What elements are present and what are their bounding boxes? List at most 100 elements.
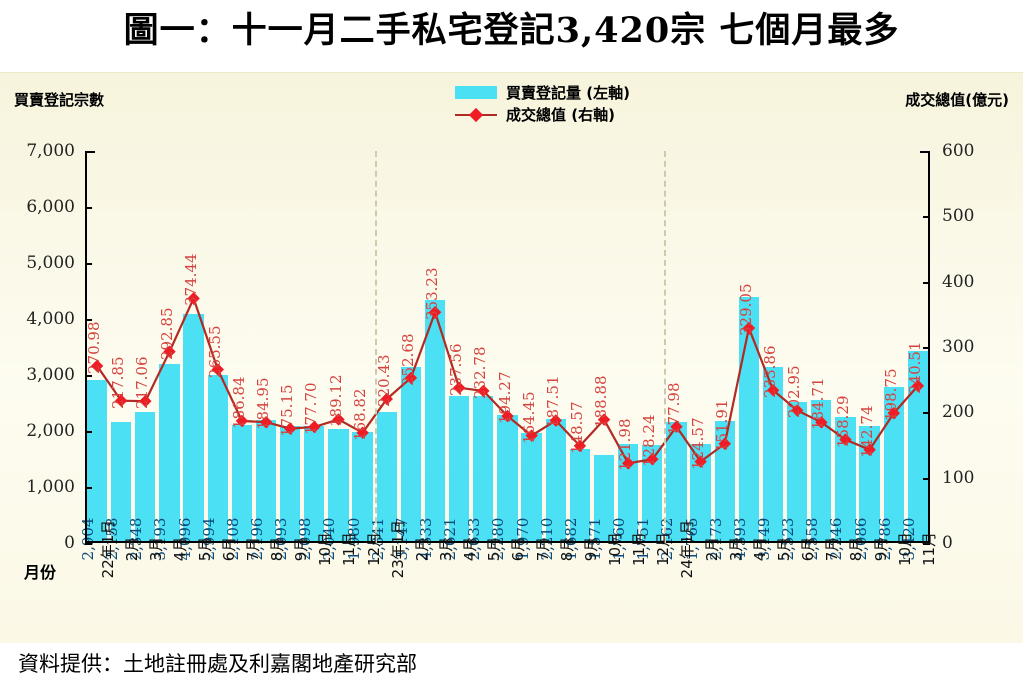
y-axis-tick (85, 543, 92, 545)
y2-axis-tick-label: 600 (942, 141, 975, 161)
bar-column: 1,760 (610, 151, 640, 560)
bar-column: 2,158 (103, 151, 133, 560)
line-marker (911, 379, 925, 393)
x-axis-label-cell: 12月 (351, 532, 383, 633)
bar-column: 3,420 (900, 151, 930, 560)
bar-column: 2,086 (852, 151, 882, 560)
y-axis-tick (85, 207, 92, 209)
bar-column: 2,994 (200, 151, 230, 560)
bar (907, 351, 929, 543)
x-axis-label-cell: 23年1月 (375, 520, 407, 633)
x-axis-label-cell: 12月 (640, 532, 672, 633)
bar-column: 2,621 (441, 151, 471, 560)
x-axis-label-cell: 2月 (109, 537, 141, 633)
legend-bar-swatch-icon (455, 85, 497, 99)
y-axis-tick (85, 263, 92, 265)
line-marker (211, 363, 224, 376)
y2-axis-tick (923, 347, 930, 349)
legend-item-bar: 買賣登記量 (左軸) (455, 81, 630, 103)
source-note: 資料提供：土地註冊處及利嘉閣地產研究部 (18, 652, 417, 676)
bar-column: 2,162 (658, 151, 688, 560)
plot-frame (85, 151, 930, 543)
x-axis-label-cell: 5月 (182, 537, 214, 633)
x-axis-label-cell: 8月 (833, 537, 865, 633)
x-axis-label: 11月 (919, 531, 938, 567)
x-axis-label-cell: 8月 (254, 537, 286, 633)
bar (835, 417, 856, 543)
x-axis-labels: 22年1月 2月 3月 4月 5月 6月 7月 8月 9月 10月 11月 12月 23年1月 2月 3月 4… (85, 520, 938, 633)
y2-axis-tick (923, 543, 930, 545)
line-marker (839, 433, 852, 446)
y2-axis-tick (923, 151, 930, 153)
x-axis-label-cell: 10月 (882, 532, 914, 633)
line-marker (139, 394, 152, 408)
y-axis-tick (85, 487, 92, 489)
year-separator (664, 151, 667, 543)
line-marker (597, 413, 611, 426)
bar-column: 2,523 (779, 151, 809, 560)
y2-axis-tick (923, 412, 930, 415)
bar (449, 396, 470, 543)
bar-column: 2,280 (489, 151, 519, 560)
bar (545, 419, 566, 543)
bar-column: 3,149 (755, 151, 785, 560)
x-axis-label-cell: 2月 (689, 537, 721, 633)
x-axis-label-cell: 9月 (858, 537, 890, 633)
bar-column: 2,558 (803, 151, 833, 560)
bar (207, 375, 228, 543)
x-axis-label-cell: 9月 (568, 537, 600, 633)
legend: 買賣登記量 (左軸) 成交總值 (右軸) (455, 81, 630, 125)
bar (811, 399, 832, 543)
y-axis-tick-label: 3,000 (26, 365, 75, 385)
bar (521, 432, 542, 543)
bar (497, 415, 518, 543)
bar-column: 2,341 (369, 151, 399, 560)
bar-column: 2,093 (272, 151, 302, 560)
x-axis-title: 月份 (24, 563, 57, 582)
line-marker (428, 306, 442, 319)
x-axis-label-cell: 5月 (761, 537, 793, 633)
bar-column: 1,980 (345, 151, 375, 560)
x-axis-label-cell: 3月 (133, 537, 165, 633)
y2-axis-tick (923, 477, 930, 480)
legend-line-label: 成交總值 (右軸) (506, 105, 615, 124)
bar (618, 444, 639, 543)
line-marker (404, 371, 418, 385)
line-marker (791, 404, 804, 417)
y-axis-tick (85, 431, 92, 433)
x-axis-label-cell: 10月 (592, 532, 624, 633)
x-axis-label-cell: 2月 (399, 537, 431, 633)
bar-column: 1,571 (586, 151, 616, 560)
bar (642, 444, 663, 543)
bar-column: 2,786 (876, 151, 906, 560)
x-axis-label-cell: 7月 (230, 537, 262, 633)
line-marker (887, 406, 900, 420)
line-marker (863, 443, 876, 456)
x-axis-label-cell: 6月 (785, 537, 817, 633)
line-marker (694, 455, 707, 468)
bar-column: 1,970 (514, 151, 544, 560)
bar-column: 1,751 (634, 151, 664, 560)
bar-column: 2,098 (296, 151, 326, 560)
line-marker (259, 415, 273, 429)
plot-area: 2,904 2,158 2,348 3,193 4,096 2,994 2,108 2,196… (26, 141, 974, 560)
bar (593, 455, 615, 543)
bar-column: 2,210 (538, 151, 568, 560)
bar-column: 2,040 (320, 151, 350, 560)
bar (400, 366, 422, 543)
bar (159, 364, 180, 543)
bar (376, 411, 397, 543)
y2-axis-tick-label: 500 (942, 206, 975, 227)
bar-column: 2,196 (248, 151, 278, 560)
line-marker (670, 420, 683, 433)
y-axis-tick (85, 319, 92, 321)
x-axis-label-cell: 8月 (544, 537, 576, 633)
y2-axis-tick-label: 300 (942, 337, 975, 357)
legend-bar-label: 買賣登記量 (左軸) (506, 83, 630, 102)
line-marker (477, 384, 490, 398)
y2-axis-tick-label: 0 (942, 533, 953, 553)
page-title: 圖一：十一月二手私宅登記3,420宗 七個月最多 (123, 10, 900, 51)
line-series (90, 292, 925, 470)
bar (231, 424, 253, 543)
bar (569, 448, 591, 543)
